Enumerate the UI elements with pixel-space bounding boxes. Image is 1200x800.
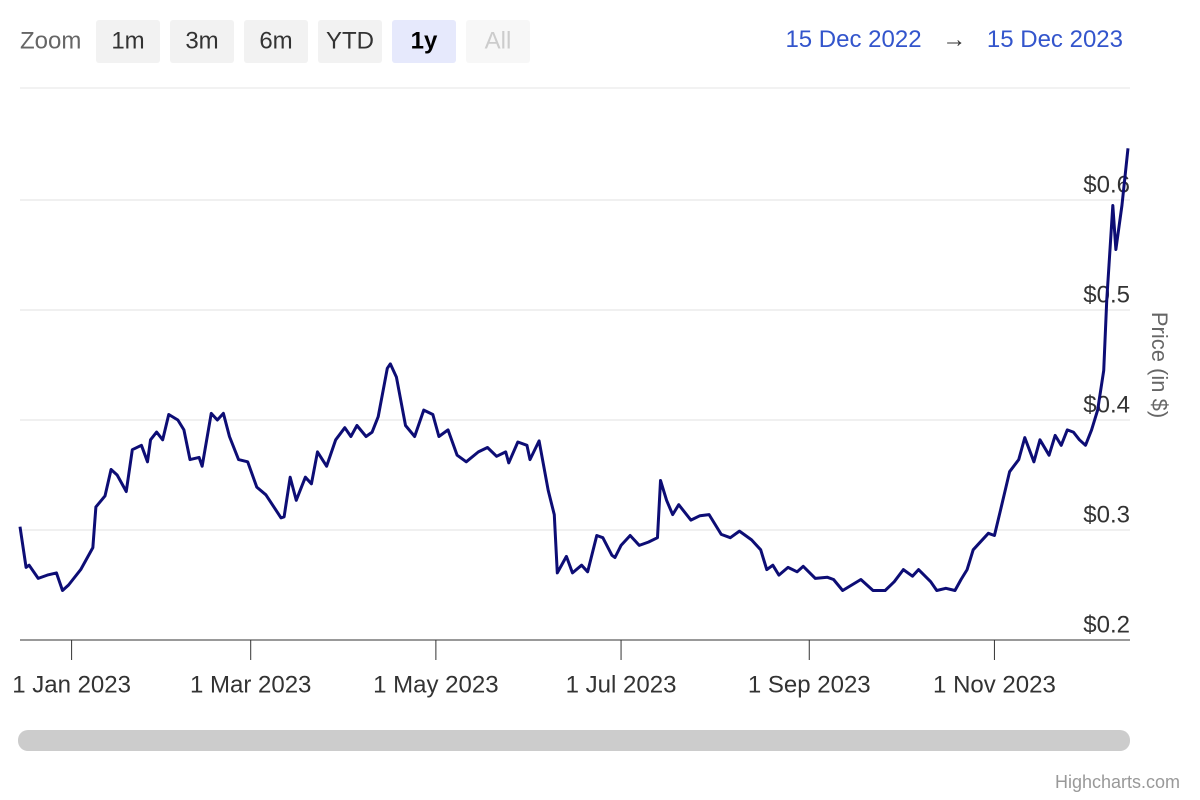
x-tick-label: 1 Mar 2023 <box>190 671 311 698</box>
zoom-button[interactable] <box>392 20 456 63</box>
zoom-label: Zoom <box>20 27 81 54</box>
zoom-button[interactable] <box>170 20 234 63</box>
x-tick-label: 1 Nov 2023 <box>933 671 1056 698</box>
price-line <box>18 148 1130 592</box>
scrollbar[interactable] <box>18 730 1130 751</box>
zoom-button[interactable] <box>244 20 308 63</box>
zoom-button-label: All <box>485 27 512 54</box>
x-tick-label: 1 Jan 2023 <box>12 671 131 698</box>
y-axis-title: Price (in $) <box>1147 312 1172 418</box>
zoom-button <box>466 20 530 63</box>
zoom-button-label: 1m <box>111 27 144 54</box>
date-range: 15 Dec 2022 → 15 Dec 2023 <box>785 26 1123 53</box>
y-tick-label: $0.2 <box>1083 611 1130 638</box>
zoom-button-label: 3m <box>185 27 218 54</box>
range-separator: → <box>942 26 966 53</box>
zoom-button-label: 6m <box>259 27 292 54</box>
x-tick-label: 1 May 2023 <box>373 671 498 698</box>
zoom-button-label: YTD <box>326 27 374 54</box>
credits[interactable]: Highcharts.com <box>1055 772 1180 792</box>
y-tick-label: $0.4 <box>1083 391 1130 418</box>
zoom-button-label: 1y <box>411 27 438 54</box>
zoom-button[interactable] <box>96 20 160 63</box>
x-tick-label: 1 Jul 2023 <box>566 671 677 698</box>
range-to[interactable]: 15 Dec 2023 <box>987 26 1123 53</box>
zoom-button[interactable] <box>318 20 382 63</box>
y-tick-label: $0.3 <box>1083 501 1130 528</box>
x-tick-label: 1 Sep 2023 <box>748 671 871 698</box>
range-from[interactable]: 15 Dec 2022 <box>785 26 921 53</box>
